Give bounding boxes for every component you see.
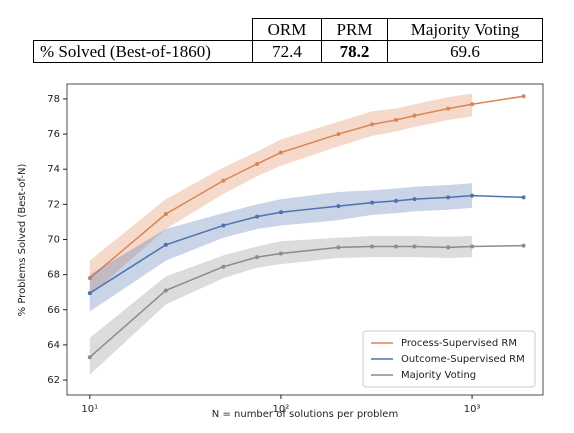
point [278, 210, 283, 215]
axes-frame [66, 83, 544, 396]
legend-label: Process-Supervised RM [401, 338, 517, 349]
point [394, 118, 399, 123]
cell: 72.4 [252, 40, 322, 63]
point [336, 204, 341, 209]
y-tick-label: 68 [47, 270, 60, 281]
point [255, 161, 260, 166]
x-tick-label: 10³ [464, 404, 481, 415]
point [163, 242, 168, 247]
point [255, 214, 260, 219]
y-tick-label: 76 [47, 129, 60, 140]
point [412, 113, 417, 118]
point [394, 198, 399, 203]
point [278, 251, 283, 256]
point [394, 244, 399, 249]
point [412, 197, 417, 202]
point [521, 195, 526, 200]
x-axis-label: N = number of solutions per problem [212, 409, 398, 420]
cell: 69.6 [387, 40, 543, 63]
point [370, 244, 375, 249]
point [336, 132, 341, 137]
x-tick-label: 10¹ [81, 404, 98, 415]
point [470, 102, 475, 107]
point [446, 245, 451, 250]
confidence-band [89, 93, 473, 296]
legend-label: Majority Voting [401, 370, 476, 381]
legend-label: Outcome-Supervised RM [401, 354, 525, 365]
y-axis-label: % Problems Solved (Best-of-N) [17, 164, 28, 317]
y-tick-label: 74 [47, 164, 60, 175]
y-tick-label: 70 [47, 235, 60, 246]
point [163, 212, 168, 217]
y-tick-label: 66 [47, 305, 60, 316]
point [370, 200, 375, 205]
y-tick-label: 62 [47, 375, 60, 386]
series-line [89, 244, 524, 358]
results-table: ORM PRM Majority Voting % Solved (Best-o… [33, 18, 543, 63]
point [221, 223, 226, 228]
y-tick-label: 78 [47, 94, 60, 105]
plot-area [87, 93, 526, 375]
series-line [89, 95, 524, 279]
point [446, 106, 451, 111]
point [470, 193, 475, 198]
point [521, 94, 526, 99]
table-row: % Solved (Best-of-1860) 72.4 78.2 69.6 [33, 40, 543, 63]
point [255, 255, 260, 260]
x-tick-label: 10² [273, 404, 290, 415]
series-line [89, 194, 524, 294]
point [521, 243, 526, 248]
confidence-band [89, 235, 473, 375]
row-label: % Solved (Best-of-1860) [33, 40, 253, 63]
point [87, 291, 92, 296]
legend-box [362, 330, 536, 388]
point [278, 150, 283, 155]
point [87, 276, 92, 281]
point [470, 244, 475, 249]
y-tick-label: 64 [47, 340, 60, 351]
header-cell: PRM [321, 18, 388, 41]
point [221, 178, 226, 183]
y-tick-label: 72 [47, 199, 60, 210]
point [221, 264, 226, 269]
point [163, 288, 168, 293]
point [87, 355, 92, 360]
point [446, 195, 451, 200]
point [412, 244, 417, 249]
confidence-band [89, 183, 473, 312]
point [336, 245, 341, 250]
point [370, 122, 375, 127]
